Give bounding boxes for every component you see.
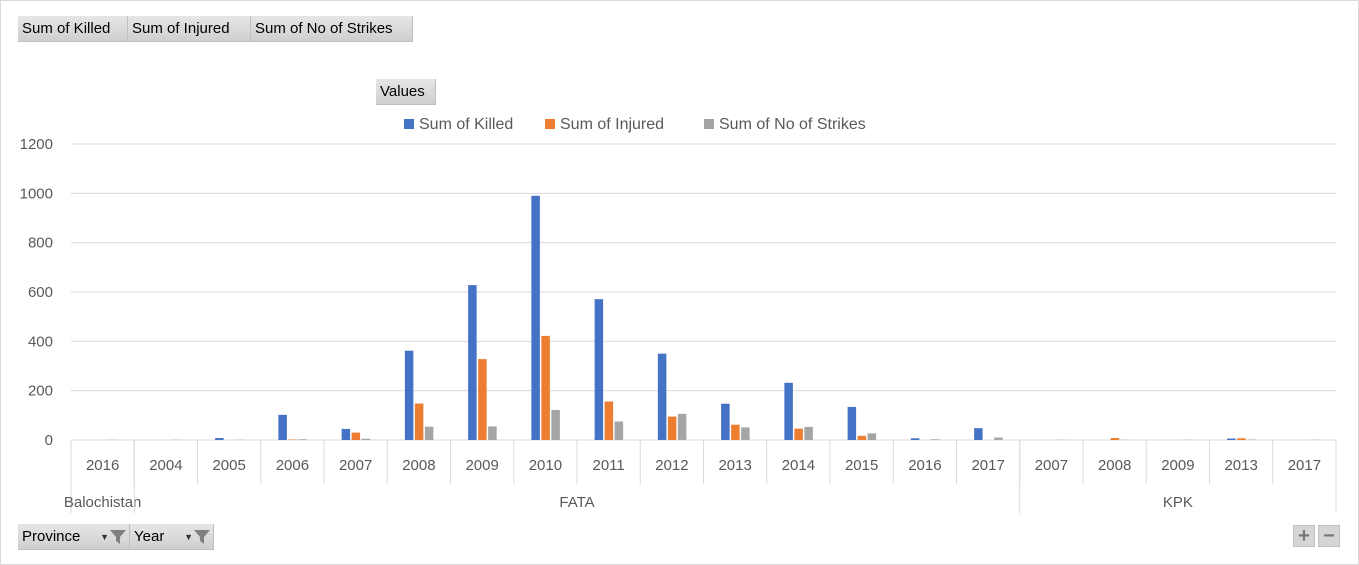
bar-3 [361, 438, 371, 440]
value-field-button-injured[interactable]: Sum of Injured [128, 16, 251, 42]
bar-1 [468, 285, 477, 440]
bar-3 [488, 426, 497, 440]
y-tick-label: 600 [28, 284, 53, 301]
bar-3 [298, 439, 307, 440]
bar-1 [910, 438, 920, 440]
legend-swatch [404, 119, 414, 129]
bar-2 [794, 428, 803, 440]
x-tick-label: 2007 [339, 457, 372, 474]
bar-1 [594, 299, 604, 440]
dropdown-arrow-icon: ▼ [100, 532, 109, 542]
x-tick-label: 2006 [276, 457, 309, 474]
x-tick-label: 2013 [1224, 457, 1257, 474]
group-label: Balochistan [64, 494, 142, 511]
legend-swatch [704, 119, 714, 129]
axis-field-button-province[interactable]: Province ▼ [18, 524, 130, 550]
group-label: FATA [559, 494, 594, 511]
bar-1 [1227, 438, 1236, 440]
bar-1 [404, 350, 414, 440]
bar-2 [541, 335, 550, 440]
value-field-button-killed[interactable]: Sum of Killed [18, 16, 128, 42]
x-tick-label: 2008 [1098, 457, 1131, 474]
legend-swatch [545, 119, 555, 129]
bar-2 [414, 403, 424, 440]
bar-3 [424, 426, 434, 440]
chart-plot-area: 0 200 400 600 800 1000 1200 2016 2004 2005 2006 200… [20, 116, 1337, 513]
bar-1 [215, 438, 224, 440]
x-tick-label: 2017 [971, 457, 1004, 474]
filter-funnel-icon [110, 530, 126, 544]
y-tick-label: 0 [45, 432, 53, 449]
x-tick-label: 2012 [655, 457, 688, 474]
bar-2 [604, 401, 614, 440]
bar-3 [804, 426, 813, 440]
bar-3 [867, 433, 877, 440]
x-tick-label: 2016 [908, 457, 941, 474]
legend-label: Sum of Injured [560, 116, 664, 133]
value-field-button-strikes[interactable]: Sum of No of Strikes [251, 16, 413, 42]
x-tick-label: 2005 [212, 457, 245, 474]
x-tick-label: 2013 [718, 457, 751, 474]
bar-2 [857, 435, 867, 440]
values-legend-field-button[interactable]: Values [376, 79, 436, 105]
bar-1 [657, 353, 667, 440]
x-tick-label: 2016 [86, 457, 119, 474]
x-tick-label: 2007 [1035, 457, 1068, 474]
x-tick-label: 2011 [592, 457, 624, 474]
bar-1 [721, 403, 730, 440]
filter-funnel-icon [194, 530, 210, 544]
bar-3 [551, 409, 560, 440]
collapse-field-button[interactable]: − [1318, 525, 1340, 547]
x-tick-label: 2009 [1161, 457, 1194, 474]
x-tick-label: 2004 [149, 457, 182, 474]
dropdown-arrow-icon: ▼ [184, 532, 193, 542]
group-label: KPK [1163, 494, 1193, 511]
bar-3 [994, 437, 1003, 440]
bar-2 [478, 359, 487, 440]
bar-3 [930, 439, 940, 440]
y-tick-label: 200 [28, 383, 53, 400]
y-tick-label: 1000 [20, 185, 53, 202]
axis-field-button-year[interactable]: Year ▼ [130, 524, 214, 550]
bar-3 [614, 421, 624, 440]
bar-1 [341, 428, 351, 440]
bar-1 [847, 406, 857, 440]
bar-2 [351, 432, 361, 440]
y-tick-label: 800 [28, 235, 53, 252]
bar-2 [1110, 438, 1120, 440]
bar-2 [667, 416, 677, 440]
y-tick-label: 1200 [20, 136, 53, 153]
legend-label: Sum of No of Strikes [719, 116, 866, 133]
x-tick-label: 2017 [1288, 457, 1321, 474]
legend-label: Sum of Killed [419, 116, 513, 133]
x-tick-label: 2014 [782, 457, 815, 474]
bar-2 [1237, 438, 1246, 440]
y-tick-label: 400 [28, 333, 53, 350]
expand-field-button[interactable]: + [1293, 525, 1315, 547]
x-tick-label: 2008 [402, 457, 435, 474]
bar-2 [731, 424, 740, 440]
bar-1 [974, 428, 983, 440]
x-tick-label: 2009 [465, 457, 498, 474]
axis-field-label-year: Year [134, 528, 165, 545]
x-tick-label: 2010 [529, 457, 562, 474]
axis-field-label-province: Province [22, 528, 81, 545]
bar-3 [741, 427, 750, 440]
bar-1 [278, 414, 287, 440]
bar-1 [531, 195, 540, 440]
bar-3 [677, 413, 687, 440]
x-tick-label: 2015 [845, 457, 878, 474]
bar-1 [784, 382, 793, 440]
